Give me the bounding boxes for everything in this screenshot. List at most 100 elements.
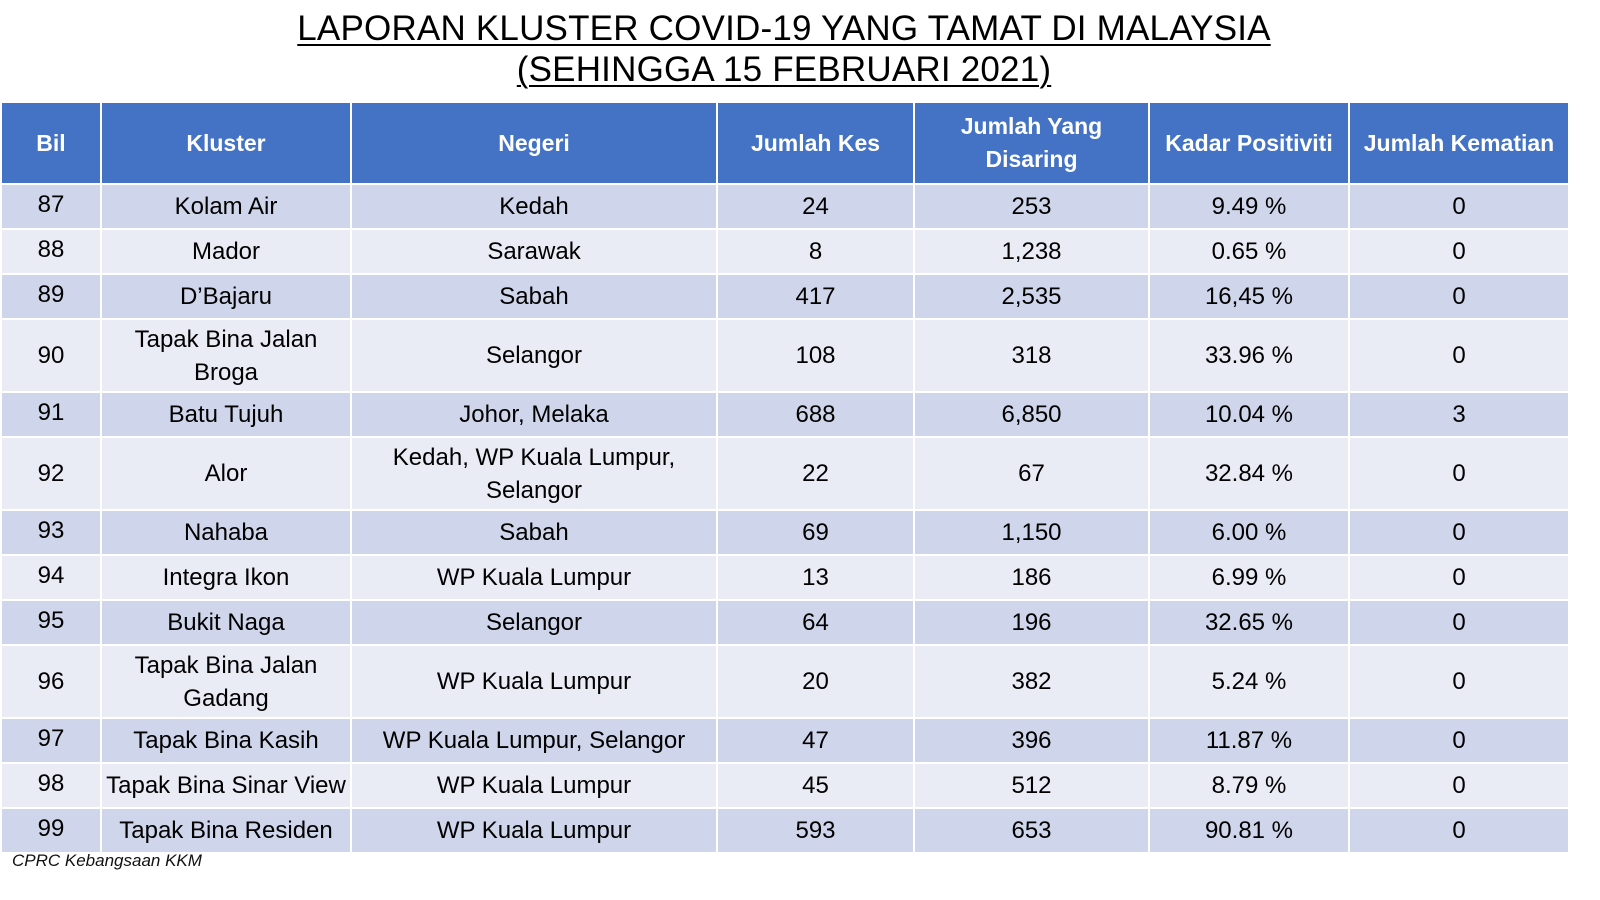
cell-jumlah-kes: 64 — [716, 599, 915, 646]
cell-kluster: D’Bajaru — [100, 273, 352, 320]
column-header-negeri: Negeri — [350, 101, 718, 185]
cell-jumlah-kes: 20 — [716, 644, 915, 719]
cell-negeri: Sabah — [350, 273, 718, 320]
cell-jumlah-disaring: 6,850 — [913, 391, 1150, 438]
cell-kadar-positiviti: 0.65 % — [1148, 228, 1350, 275]
cell-jumlah-kes: 24 — [716, 183, 915, 230]
cell-kadar-positiviti: 10.04 % — [1148, 391, 1350, 438]
cell-bil: 87 — [0, 183, 102, 230]
cell-kadar-positiviti: 5.24 % — [1148, 644, 1350, 719]
cell-jumlah-kematian: 0 — [1348, 273, 1570, 320]
cell-bil: 99 — [0, 807, 102, 854]
cell-jumlah-disaring: 396 — [913, 717, 1150, 764]
cell-negeri: Sarawak — [350, 228, 718, 275]
cell-jumlah-kes: 593 — [716, 807, 915, 854]
title-line-2: (SEHINGGA 15 FEBRUARI 2021) — [516, 50, 1052, 89]
title-line-1: LAPORAN KLUSTER COVID-19 YANG TAMAT DI M… — [297, 9, 1271, 48]
cell-jumlah-kematian: 0 — [1348, 717, 1570, 764]
cell-jumlah-kematian: 0 — [1348, 509, 1570, 556]
cell-jumlah-disaring: 382 — [913, 644, 1150, 719]
cell-jumlah-kematian: 0 — [1348, 318, 1570, 393]
cell-kluster: Tapak Bina Kasih — [100, 717, 352, 764]
cell-jumlah-kes: 417 — [716, 273, 915, 320]
cell-negeri: Sabah — [350, 509, 718, 556]
cell-negeri: Kedah, WP Kuala Lumpur, Selangor — [350, 436, 718, 511]
cell-jumlah-kes: 22 — [716, 436, 915, 511]
cell-jumlah-kes: 13 — [716, 554, 915, 601]
cell-kadar-positiviti: 11.87 % — [1148, 717, 1350, 764]
cell-kluster: Kolam Air — [100, 183, 352, 230]
cell-kluster: Integra Ikon — [100, 554, 352, 601]
cell-bil: 93 — [0, 509, 102, 556]
cell-bil: 97 — [0, 717, 102, 764]
table-row: 98 Tapak Bina Sinar View WP Kuala Lumpur… — [0, 762, 1570, 809]
header-row: Bil Kluster Negeri Jumlah Kes Jumlah Yan… — [0, 101, 1570, 185]
cell-jumlah-disaring: 1,238 — [913, 228, 1150, 275]
cell-jumlah-kematian: 0 — [1348, 762, 1570, 809]
cell-kadar-positiviti: 8.79 % — [1148, 762, 1350, 809]
cell-jumlah-kematian: 0 — [1348, 599, 1570, 646]
cell-bil: 94 — [0, 554, 102, 601]
cell-bil: 88 — [0, 228, 102, 275]
cell-negeri: Selangor — [350, 318, 718, 393]
column-header-bil: Bil — [0, 101, 102, 185]
cell-bil: 95 — [0, 599, 102, 646]
cell-jumlah-kematian: 3 — [1348, 391, 1570, 438]
cell-jumlah-kes: 45 — [716, 762, 915, 809]
cell-kluster: Batu Tujuh — [100, 391, 352, 438]
cell-kadar-positiviti: 90.81 % — [1148, 807, 1350, 854]
cell-jumlah-kes: 688 — [716, 391, 915, 438]
cell-jumlah-kematian: 0 — [1348, 228, 1570, 275]
table-row: 97 Tapak Bina Kasih WP Kuala Lumpur, Sel… — [0, 717, 1570, 764]
cell-kluster: Tapak Bina Residen — [100, 807, 352, 854]
cell-negeri: Kedah — [350, 183, 718, 230]
cell-kadar-positiviti: 32.65 % — [1148, 599, 1350, 646]
cell-jumlah-kes: 108 — [716, 318, 915, 393]
cell-jumlah-kematian: 0 — [1348, 554, 1570, 601]
cell-kadar-positiviti: 16,45 % — [1148, 273, 1350, 320]
column-header-kluster: Kluster — [100, 101, 352, 185]
report-title: LAPORAN KLUSTER COVID-19 YANG TAMAT DI M… — [0, 8, 1568, 90]
cluster-table: Bil Kluster Negeri Jumlah Kes Jumlah Yan… — [0, 101, 1570, 854]
cell-negeri: Johor, Melaka — [350, 391, 718, 438]
cell-jumlah-disaring: 67 — [913, 436, 1150, 511]
table-row: 90 Tapak Bina Jalan Broga Selangor 108 3… — [0, 318, 1570, 393]
cell-bil: 92 — [0, 436, 102, 511]
cell-bil: 90 — [0, 318, 102, 393]
cell-kluster: Alor — [100, 436, 352, 511]
table-row: 96 Tapak Bina Jalan Gadang WP Kuala Lump… — [0, 644, 1570, 719]
cell-kluster: Mador — [100, 228, 352, 275]
cell-kadar-positiviti: 6.99 % — [1148, 554, 1350, 601]
cell-kluster: Tapak Bina Jalan Gadang — [100, 644, 352, 719]
cell-negeri: WP Kuala Lumpur — [350, 554, 718, 601]
table-row: 87 Kolam Air Kedah 24 253 9.49 % 0 — [0, 183, 1570, 230]
cell-bil: 98 — [0, 762, 102, 809]
cell-kluster: Bukit Naga — [100, 599, 352, 646]
cell-jumlah-disaring: 653 — [913, 807, 1150, 854]
table-row: 94 Integra Ikon WP Kuala Lumpur 13 186 6… — [0, 554, 1570, 601]
column-header-jumlah-disaring: Jumlah Yang Disaring — [913, 101, 1150, 185]
cell-kluster: Nahaba — [100, 509, 352, 556]
cell-jumlah-kematian: 0 — [1348, 436, 1570, 511]
source-footer: CPRC Kebangsaan KKM — [12, 851, 202, 870]
cell-jumlah-kematian: 0 — [1348, 807, 1570, 854]
cell-jumlah-kematian: 0 — [1348, 183, 1570, 230]
cell-kluster: Tapak Bina Jalan Broga — [100, 318, 352, 393]
table-row: 99 Tapak Bina Residen WP Kuala Lumpur 59… — [0, 807, 1570, 854]
cell-negeri: WP Kuala Lumpur — [350, 807, 718, 854]
cell-kadar-positiviti: 32.84 % — [1148, 436, 1350, 511]
cell-jumlah-disaring: 1,150 — [913, 509, 1150, 556]
cell-jumlah-disaring: 186 — [913, 554, 1150, 601]
cell-bil: 89 — [0, 273, 102, 320]
table-row: 92 Alor Kedah, WP Kuala Lumpur, Selangor… — [0, 436, 1570, 511]
cell-jumlah-kes: 69 — [716, 509, 915, 556]
cell-negeri: Selangor — [350, 599, 718, 646]
cell-kluster: Tapak Bina Sinar View — [100, 762, 352, 809]
cell-kadar-positiviti: 9.49 % — [1148, 183, 1350, 230]
cell-bil: 96 — [0, 644, 102, 719]
cell-jumlah-kematian: 0 — [1348, 644, 1570, 719]
table-row: 93 Nahaba Sabah 69 1,150 6.00 % 0 — [0, 509, 1570, 556]
cell-bil: 91 — [0, 391, 102, 438]
cell-jumlah-disaring: 2,535 — [913, 273, 1150, 320]
cell-jumlah-disaring: 318 — [913, 318, 1150, 393]
